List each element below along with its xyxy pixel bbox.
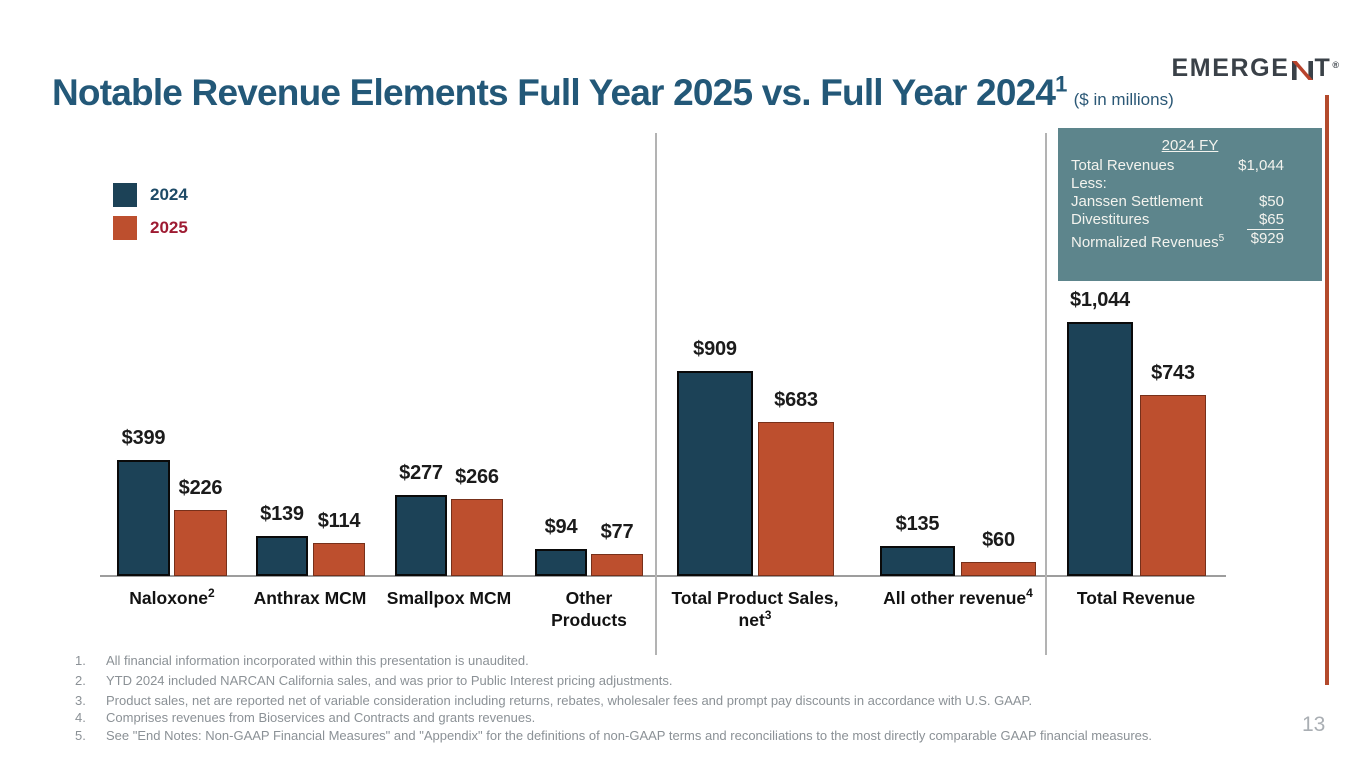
- bar-value-2024-all-other-revenue: $135: [895, 513, 940, 535]
- category-label-smallpox-mcm: Smallpox MCM: [386, 588, 512, 608]
- bar-2024-naloxone: [117, 460, 170, 576]
- category-label-total-revenue: Total Revenue: [1076, 588, 1196, 608]
- summary-row-janssen-settlement: Janssen Settlement $50: [1071, 193, 1309, 211]
- bar-2025-total-product-sales-net: [758, 422, 834, 576]
- logo-reg-mark: ®: [1332, 60, 1339, 70]
- summary-row-label: Divestitures: [1071, 211, 1150, 229]
- legend-swatch-2025: [113, 216, 137, 240]
- bar-2025-smallpox-mcm: [451, 499, 503, 576]
- bar-2024-total-product-sales-net: [677, 371, 753, 576]
- footnote-text: All financial information incorporated w…: [106, 653, 529, 668]
- bar-2025-anthrax-mcm: [313, 543, 365, 576]
- footnote-number: 3.: [75, 692, 86, 708]
- summary-row-label: Less:: [1071, 174, 1107, 192]
- summary-box-header: 2024 FY: [1161, 137, 1219, 154]
- page-title-text: Notable Revenue Elements Full Year 2025 …: [52, 72, 1056, 113]
- summary-box-2024fy: 2024 FY Total Revenues $1,044 Less: Janssen…: [1058, 128, 1322, 281]
- bar-2025-all-other-revenue: [961, 562, 1036, 576]
- summary-row-value: $929: [1250, 230, 1284, 248]
- summary-row-less: Less:: [1071, 175, 1309, 193]
- category-label-other-products: Other Products: [551, 588, 627, 630]
- summary-row-label: Total Revenues: [1071, 156, 1175, 174]
- bar-value-2024-total-product-sales-net: $909: [693, 338, 737, 360]
- accent-vertical-line: [1325, 95, 1329, 685]
- bar-2025-naloxone: [174, 510, 227, 576]
- logo-n-icon: [1292, 61, 1314, 80]
- footnote-3: 3. Product sales, net are reported net of…: [75, 692, 1335, 709]
- footnote-number: 4.: [75, 710, 86, 726]
- summary-row-value: $50: [1258, 192, 1284, 210]
- bar-2025-other-products: [591, 554, 643, 576]
- category-label-total-product-sales-net: Total Product Sales, net3: [671, 588, 839, 630]
- bar-value-2025-anthrax-mcm: $114: [317, 510, 361, 532]
- logo-text-suffix: T: [1314, 54, 1332, 82]
- footnote-text: Product sales, net are reported net of v…: [106, 692, 1033, 708]
- category-label-anthrax-mcm: Anthrax MCM: [253, 588, 367, 608]
- footnote-4: 4. Comprises revenues from Bioservices an…: [75, 709, 1335, 726]
- x-axis-line: [100, 575, 1226, 577]
- section-divider-2: [1045, 133, 1047, 655]
- bar-value-2025-total-revenue: $743: [1151, 362, 1195, 384]
- bar-value-2024-naloxone: $399: [121, 427, 166, 449]
- bar-2024-total-revenue: [1067, 322, 1133, 576]
- summary-row-normalized-revenues: Normalized Revenues5 $929: [1071, 230, 1309, 252]
- bar-value-2025-all-other-revenue: $60: [982, 529, 1015, 551]
- bar-value-2025-smallpox-mcm: $266: [455, 466, 499, 488]
- chart-legend: 2024 2025: [113, 183, 188, 249]
- bar-2025-total-revenue: [1140, 395, 1206, 576]
- title-subtitle: ($ in millions): [1073, 90, 1174, 109]
- bar-2024-anthrax-mcm: [256, 536, 308, 576]
- category-label-naloxone: Naloxone2: [129, 586, 215, 608]
- footnote-5: 5. See "End Notes: Non-GAAP Financial Mea…: [75, 727, 1335, 744]
- legend-label-2024: 2024: [150, 185, 188, 204]
- bar-value-2024-other-products: $94: [544, 516, 578, 538]
- summary-row-divestitures: Divestitures $65: [1071, 211, 1309, 231]
- legend-item-2025: 2025: [113, 216, 188, 240]
- category-label-all-other-revenue: All other revenue4: [883, 586, 1033, 608]
- summary-row-label: Normalized Revenues5: [1071, 233, 1225, 252]
- footnote-1: 1. All financial information incorporated…: [75, 652, 1335, 669]
- footnote-2: 2. YTD 2024 included NARCAN California sa…: [75, 672, 1335, 689]
- page-title: Notable Revenue Elements Full Year 2025 …: [52, 72, 1174, 114]
- summary-row-value: $65: [1246, 211, 1284, 231]
- bar-2024-all-other-revenue: [880, 546, 955, 576]
- bar-2024-smallpox-mcm: [395, 495, 447, 576]
- summary-row-label: Janssen Settlement: [1071, 192, 1203, 210]
- bar-value-2025-other-products: $77: [600, 521, 634, 543]
- logo-text-prefix: EMERGE: [1171, 54, 1290, 82]
- page-number: 13: [1302, 713, 1326, 736]
- summary-row-value: $1,044: [1238, 156, 1284, 174]
- emergent-logo: EMERGE T ®: [1172, 54, 1339, 83]
- bar-value-2025-naloxone: $226: [178, 477, 223, 499]
- bar-value-2024-anthrax-mcm: $139: [260, 503, 304, 525]
- footnote-text: YTD 2024 included NARCAN California sale…: [106, 672, 673, 688]
- legend-swatch-2024: [113, 183, 137, 207]
- summary-row-total-revenues: Total Revenues $1,044: [1071, 157, 1309, 175]
- summary-box-rows: Total Revenues $1,044 Less: Janssen Settlem…: [1071, 157, 1309, 253]
- footnote-number: 2.: [75, 672, 86, 688]
- section-divider-1: [655, 133, 657, 655]
- bar-value-2024-smallpox-mcm: $277: [399, 462, 443, 484]
- footnote-text: Comprises revenues from Bioservices and …: [106, 710, 536, 726]
- footnotes: 1. All financial information incorporated…: [75, 652, 1335, 744]
- footnote-text: See "End Notes: Non-GAAP Financial Measu…: [106, 727, 1152, 743]
- footnote-number: 5.: [75, 727, 86, 743]
- legend-label-2025: 2025: [150, 218, 188, 237]
- title-footnote-sup: 1: [1055, 71, 1067, 97]
- footnote-number: 1.: [75, 653, 86, 668]
- bar-value-2025-total-product-sales-net: $683: [774, 389, 818, 411]
- bar-value-2024-total-revenue: $1,044: [1070, 289, 1130, 311]
- legend-item-2024: 2024: [113, 183, 188, 207]
- bar-2024-other-products: [535, 549, 587, 576]
